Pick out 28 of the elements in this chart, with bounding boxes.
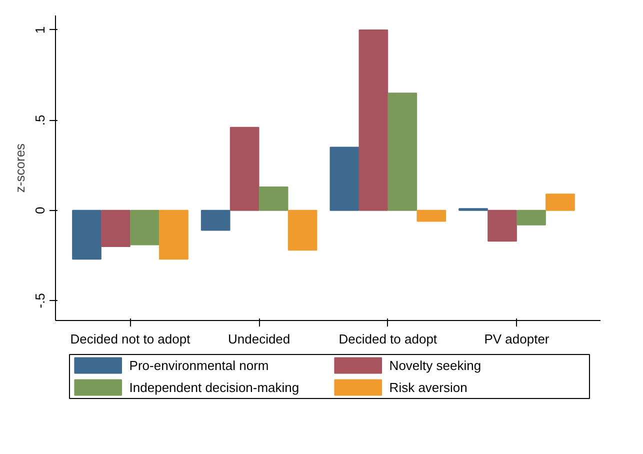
bar (288, 210, 318, 251)
bar (230, 126, 260, 211)
bar (101, 210, 130, 248)
y-tick-label: .5 (32, 114, 48, 126)
bar (358, 29, 388, 211)
x-tick-label: Decided to adopt (338, 332, 438, 346)
bar (159, 210, 188, 260)
bar (516, 210, 546, 226)
y-tick-label: 0 (32, 206, 48, 214)
bar (388, 92, 418, 211)
y-axis-title: z-scores (12, 142, 28, 193)
bar (330, 146, 360, 211)
bar (546, 194, 575, 211)
legend-label: Risk aversion (389, 380, 468, 395)
x-tick-label: Decided not to adopt (70, 332, 191, 346)
legend-label: Independent decision-making (129, 380, 300, 395)
bar (130, 210, 160, 246)
legend-label: Novelty seeking (389, 358, 482, 373)
bar (72, 210, 102, 260)
bar (258, 186, 288, 211)
bar (200, 210, 230, 231)
bar (416, 210, 446, 222)
x-tick-label: Undecided (228, 332, 290, 346)
bar (488, 210, 517, 242)
y-tick-label: -.5 (32, 293, 48, 308)
y-tick-label: 1 (32, 26, 48, 34)
legend-label: Pro-environmental norm (129, 358, 269, 373)
x-tick-label: PV adopter (484, 332, 550, 346)
